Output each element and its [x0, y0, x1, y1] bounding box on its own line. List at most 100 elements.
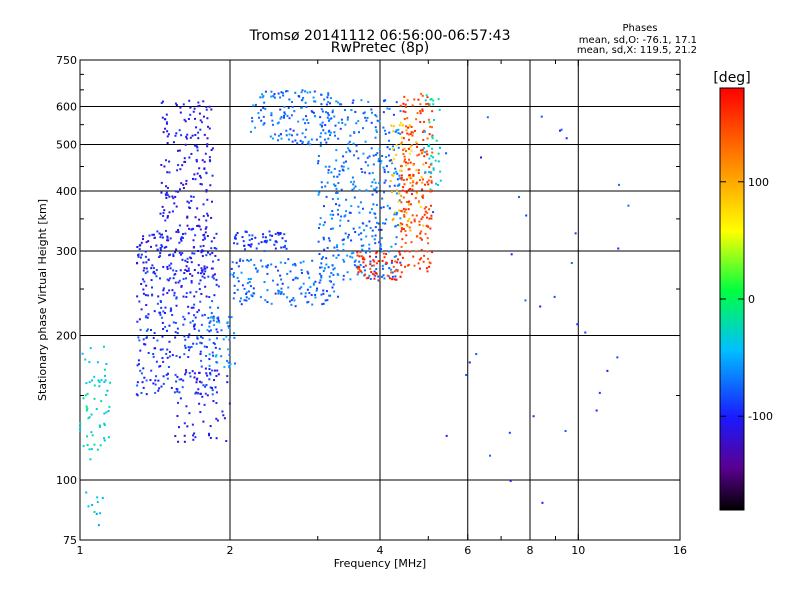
data-point — [137, 359, 140, 362]
data-point — [196, 207, 199, 210]
data-point — [292, 278, 295, 281]
data-point — [190, 281, 193, 284]
data-point — [176, 415, 179, 418]
data-point — [320, 181, 323, 184]
data-point — [296, 277, 299, 280]
data-point — [390, 159, 393, 162]
data-point — [404, 241, 407, 244]
data-point — [173, 291, 176, 294]
data-point — [431, 251, 434, 254]
data-point — [298, 287, 301, 290]
data-point — [211, 267, 214, 270]
data-point — [381, 275, 384, 278]
data-point — [99, 425, 102, 428]
data-point — [330, 217, 333, 220]
data-point — [400, 271, 403, 274]
data-point — [358, 189, 361, 192]
data-point — [162, 327, 165, 330]
data-point — [198, 380, 201, 383]
data-point — [157, 295, 160, 298]
data-point — [336, 249, 339, 252]
data-point — [277, 134, 280, 137]
data-point — [189, 272, 192, 275]
data-point — [198, 112, 201, 115]
data-point — [364, 273, 367, 276]
data-point — [368, 155, 371, 158]
data-point — [287, 106, 290, 109]
data-point — [362, 244, 365, 247]
data-point — [404, 208, 407, 211]
data-point — [417, 172, 420, 175]
x-axis-label: Frequency [MHz] — [334, 557, 426, 570]
data-point — [365, 235, 368, 238]
data-point — [395, 129, 398, 132]
data-point — [184, 259, 187, 262]
data-point — [429, 125, 432, 128]
data-point — [424, 232, 427, 235]
data-point — [377, 260, 380, 263]
data-point — [212, 319, 215, 322]
data-point — [260, 241, 263, 244]
data-point — [337, 121, 340, 124]
data-point — [401, 131, 404, 134]
data-point — [403, 155, 406, 158]
data-point — [147, 258, 150, 261]
data-point — [140, 253, 143, 256]
grid — [80, 60, 680, 540]
data-point — [246, 282, 249, 285]
data-point — [193, 314, 196, 317]
data-point — [223, 365, 226, 368]
data-point — [188, 201, 191, 204]
data-point — [186, 257, 189, 260]
data-point — [154, 272, 157, 275]
data-point — [323, 248, 326, 251]
data-point — [158, 311, 161, 314]
data-point — [399, 142, 402, 145]
data-point — [352, 99, 355, 102]
data-point — [335, 187, 338, 190]
data-point — [428, 166, 431, 169]
data-point — [198, 402, 201, 405]
data-point — [331, 227, 334, 230]
data-point — [377, 160, 380, 163]
data-point — [300, 106, 303, 109]
data-point — [428, 157, 431, 160]
data-point — [368, 247, 371, 250]
data-point — [318, 223, 321, 226]
data-point — [340, 103, 343, 106]
data-point — [211, 389, 214, 392]
data-point — [407, 126, 410, 129]
data-point — [320, 262, 323, 265]
data-point — [189, 321, 192, 324]
data-point — [421, 181, 424, 184]
data-point — [350, 205, 353, 208]
data-point — [187, 355, 190, 358]
data-point — [145, 379, 148, 382]
data-point — [390, 261, 393, 264]
data-point — [280, 287, 283, 290]
data-point — [306, 118, 309, 121]
data-point — [185, 179, 188, 182]
data-point — [431, 147, 434, 150]
data-point — [361, 207, 364, 210]
data-point — [373, 238, 376, 241]
data-point — [144, 294, 147, 297]
data-point — [168, 171, 171, 174]
data-point — [418, 220, 421, 223]
data-point — [163, 311, 166, 314]
data-point — [327, 237, 330, 240]
data-point — [242, 259, 245, 262]
data-point — [249, 285, 252, 288]
data-point — [420, 218, 423, 221]
data-point — [427, 225, 430, 228]
data-point — [385, 165, 388, 168]
data-point — [186, 261, 189, 264]
data-point — [341, 121, 344, 124]
data-point — [164, 193, 167, 196]
data-point — [174, 336, 177, 339]
data-point — [330, 227, 333, 230]
data-point — [90, 448, 93, 451]
data-point — [358, 131, 361, 134]
data-point — [208, 434, 211, 437]
data-point — [182, 295, 185, 298]
